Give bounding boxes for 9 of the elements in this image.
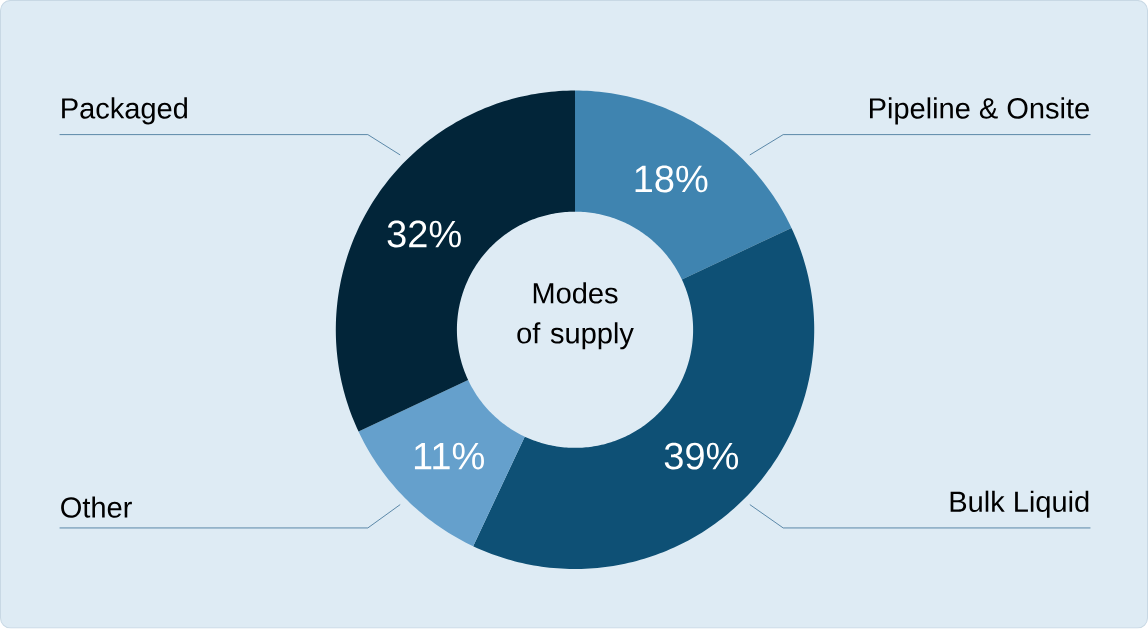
slice-label: Packaged	[62, 97, 187, 125]
data-label: 39%	[664, 442, 739, 470]
data-label: 18%	[635, 165, 708, 193]
slice-label: Bulk Liquid	[950, 490, 1089, 518]
slice-label: Other	[61, 496, 132, 518]
text: Modes of supply	[517, 282, 634, 350]
slice-label: Pipeline & Onsite	[869, 97, 1089, 125]
data-label: 11%	[414, 443, 484, 470]
data-label: 32%	[387, 220, 461, 248]
